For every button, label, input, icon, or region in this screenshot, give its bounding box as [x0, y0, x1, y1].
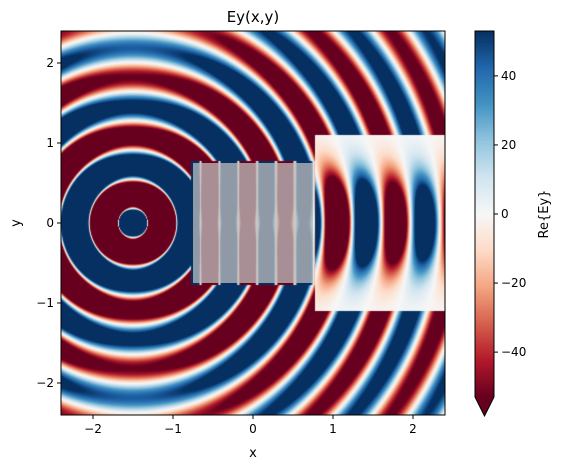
chart-title: Ey(x,y)	[227, 8, 280, 26]
x-axis: −2 −1 0 1 2	[84, 415, 417, 436]
x-axis-label: x	[249, 446, 257, 461]
y-tick-label: 1	[46, 136, 54, 150]
plot-area	[60, 30, 446, 416]
colorbar-tick-label: 20	[501, 138, 516, 152]
y-axis: −2 −1 0 1 2	[36, 56, 61, 390]
x-tick-label: −1	[164, 422, 182, 436]
colorbar-tick-label: 0	[501, 207, 509, 221]
colorbar-label: Re{Ey}	[537, 190, 552, 239]
x-tick-label: 2	[409, 422, 417, 436]
colorbar-gradient	[475, 31, 494, 397]
y-tick-label: −2	[36, 376, 54, 390]
y-tick-label: −1	[36, 296, 54, 310]
y-tick-label: 2	[46, 56, 54, 70]
colorbar-tick-label: −20	[501, 276, 526, 290]
colorbar-tick-label: 40	[501, 69, 516, 83]
colorbar-frame	[474, 30, 495, 418]
structure-overlay-rectangle	[193, 163, 313, 283]
y-tick-label: 0	[46, 216, 54, 230]
x-tick-label: 0	[249, 422, 257, 436]
y-axis-label: y	[9, 219, 24, 227]
x-tick-label: 1	[329, 422, 337, 436]
colorbar-min-extension	[475, 397, 494, 416]
colorbar: −40 −20 0 20 40 Re{Ey}	[474, 30, 552, 418]
x-tick-label: −2	[84, 422, 102, 436]
colorbar-ticks: −40 −20 0 20 40	[494, 69, 526, 359]
colorbar-tick-label: −40	[501, 345, 526, 359]
